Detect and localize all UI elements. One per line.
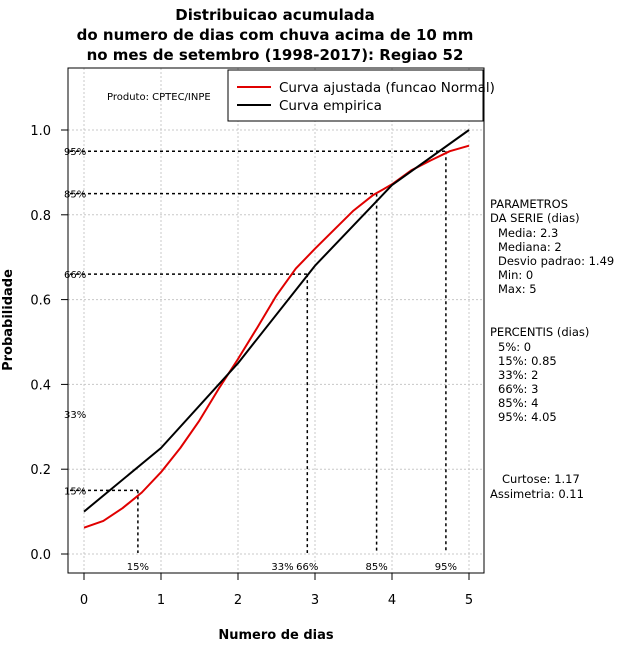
x-tick-label-0: 0	[80, 593, 88, 608]
x-tick-label-3: 3	[311, 593, 319, 608]
percentile-x-label-33: 33%	[271, 562, 293, 573]
y-tick-label-5: 1.0	[30, 124, 51, 139]
assimetria-value: Assimetria: 0.11	[490, 487, 584, 501]
percentile-x-label-15: 15%	[127, 562, 149, 573]
percentile-x-label-66: 66%	[296, 562, 318, 573]
y-tick-label-2: 0.4	[30, 378, 51, 393]
percentile-y-label-85: 85%	[64, 190, 86, 201]
y-tick-label-0: 0.0	[30, 548, 51, 563]
x-tick-label-5: 5	[465, 593, 473, 608]
chart-title-line-1: Distribuicao acumulada	[175, 6, 374, 24]
plot-frame	[67, 67, 485, 574]
y-tick-label-3: 0.6	[30, 294, 51, 309]
x-tick-label-2: 2	[234, 593, 242, 608]
percentis-15: 15%: 0.85	[498, 354, 557, 368]
y-tick-label-4: 0.8	[30, 209, 51, 224]
percentile-x-label-95: 95%	[435, 562, 457, 573]
series-empirical-line	[83, 129, 470, 513]
parametros-header-2: DA SERIE (dias)	[490, 211, 580, 225]
percentile-y-label-33: 33%	[64, 410, 86, 421]
percentis-5: 5%: 0	[498, 340, 531, 354]
legend: Curva ajustada (funcao Normal) Curva emp…	[227, 69, 495, 122]
percentile-markers: 15%15%33%33%66%66%85%85%95%95%	[64, 147, 457, 573]
axes: 0 1 2 3 4 5 0.0 0.2 0.4 0.6 0.8 1.0	[30, 124, 473, 608]
chart-title-line-2: do numero de dias com chuva acima de 10 …	[77, 26, 474, 44]
parametros-header-1: PARAMETROS	[490, 197, 568, 211]
percentis-header: PERCENTIS (dias)	[490, 325, 589, 339]
x-tick-label-4: 4	[388, 593, 396, 608]
percentis-33: 33%: 2	[498, 368, 538, 382]
y-tick-label-1: 0.2	[30, 463, 51, 478]
percentile-y-label-95: 95%	[64, 147, 86, 158]
percentile-x-label-85: 85%	[365, 562, 387, 573]
parametros-panel: PARAMETROS DA SERIE (dias) Media: 2.3 Me…	[490, 197, 614, 296]
parametros-mediana: Mediana: 2	[498, 240, 562, 254]
product-label: Produto: CPTEC/INPE	[107, 92, 211, 103]
y-axis-label: Probabilidade	[1, 269, 16, 371]
percentile-y-label-66: 66%	[64, 270, 86, 281]
percentis-85: 85%: 4	[498, 396, 538, 410]
percentile-y-label-15: 15%	[64, 486, 86, 497]
grid-lines	[68, 68, 484, 573]
legend-label-empirical: Curva empirica	[279, 98, 382, 114]
parametros-max: Max: 5	[498, 282, 537, 296]
x-tick-label-1: 1	[157, 593, 165, 608]
curtose-value: Curtose: 1.17	[502, 472, 580, 486]
parametros-min: Min: 0	[498, 268, 533, 282]
parametros-desvio: Desvio padrao: 1.49	[498, 254, 614, 268]
legend-label-fitted: Curva ajustada (funcao Normal)	[279, 80, 495, 96]
percentis-66: 66%: 3	[498, 382, 538, 396]
percentis-panel: PERCENTIS (dias) 5%: 0 15%: 0.85 33%: 2 …	[490, 325, 589, 424]
percentis-95: 95%: 4.05	[498, 410, 557, 424]
legend-box	[227, 69, 484, 122]
x-axis-label: Numero de dias	[218, 628, 334, 643]
data-series	[83, 129, 470, 529]
parametros-media: Media: 2.3	[498, 226, 558, 240]
chart-title-line-3: no mes de setembro (1998-2017): Regiao 5…	[87, 46, 464, 64]
